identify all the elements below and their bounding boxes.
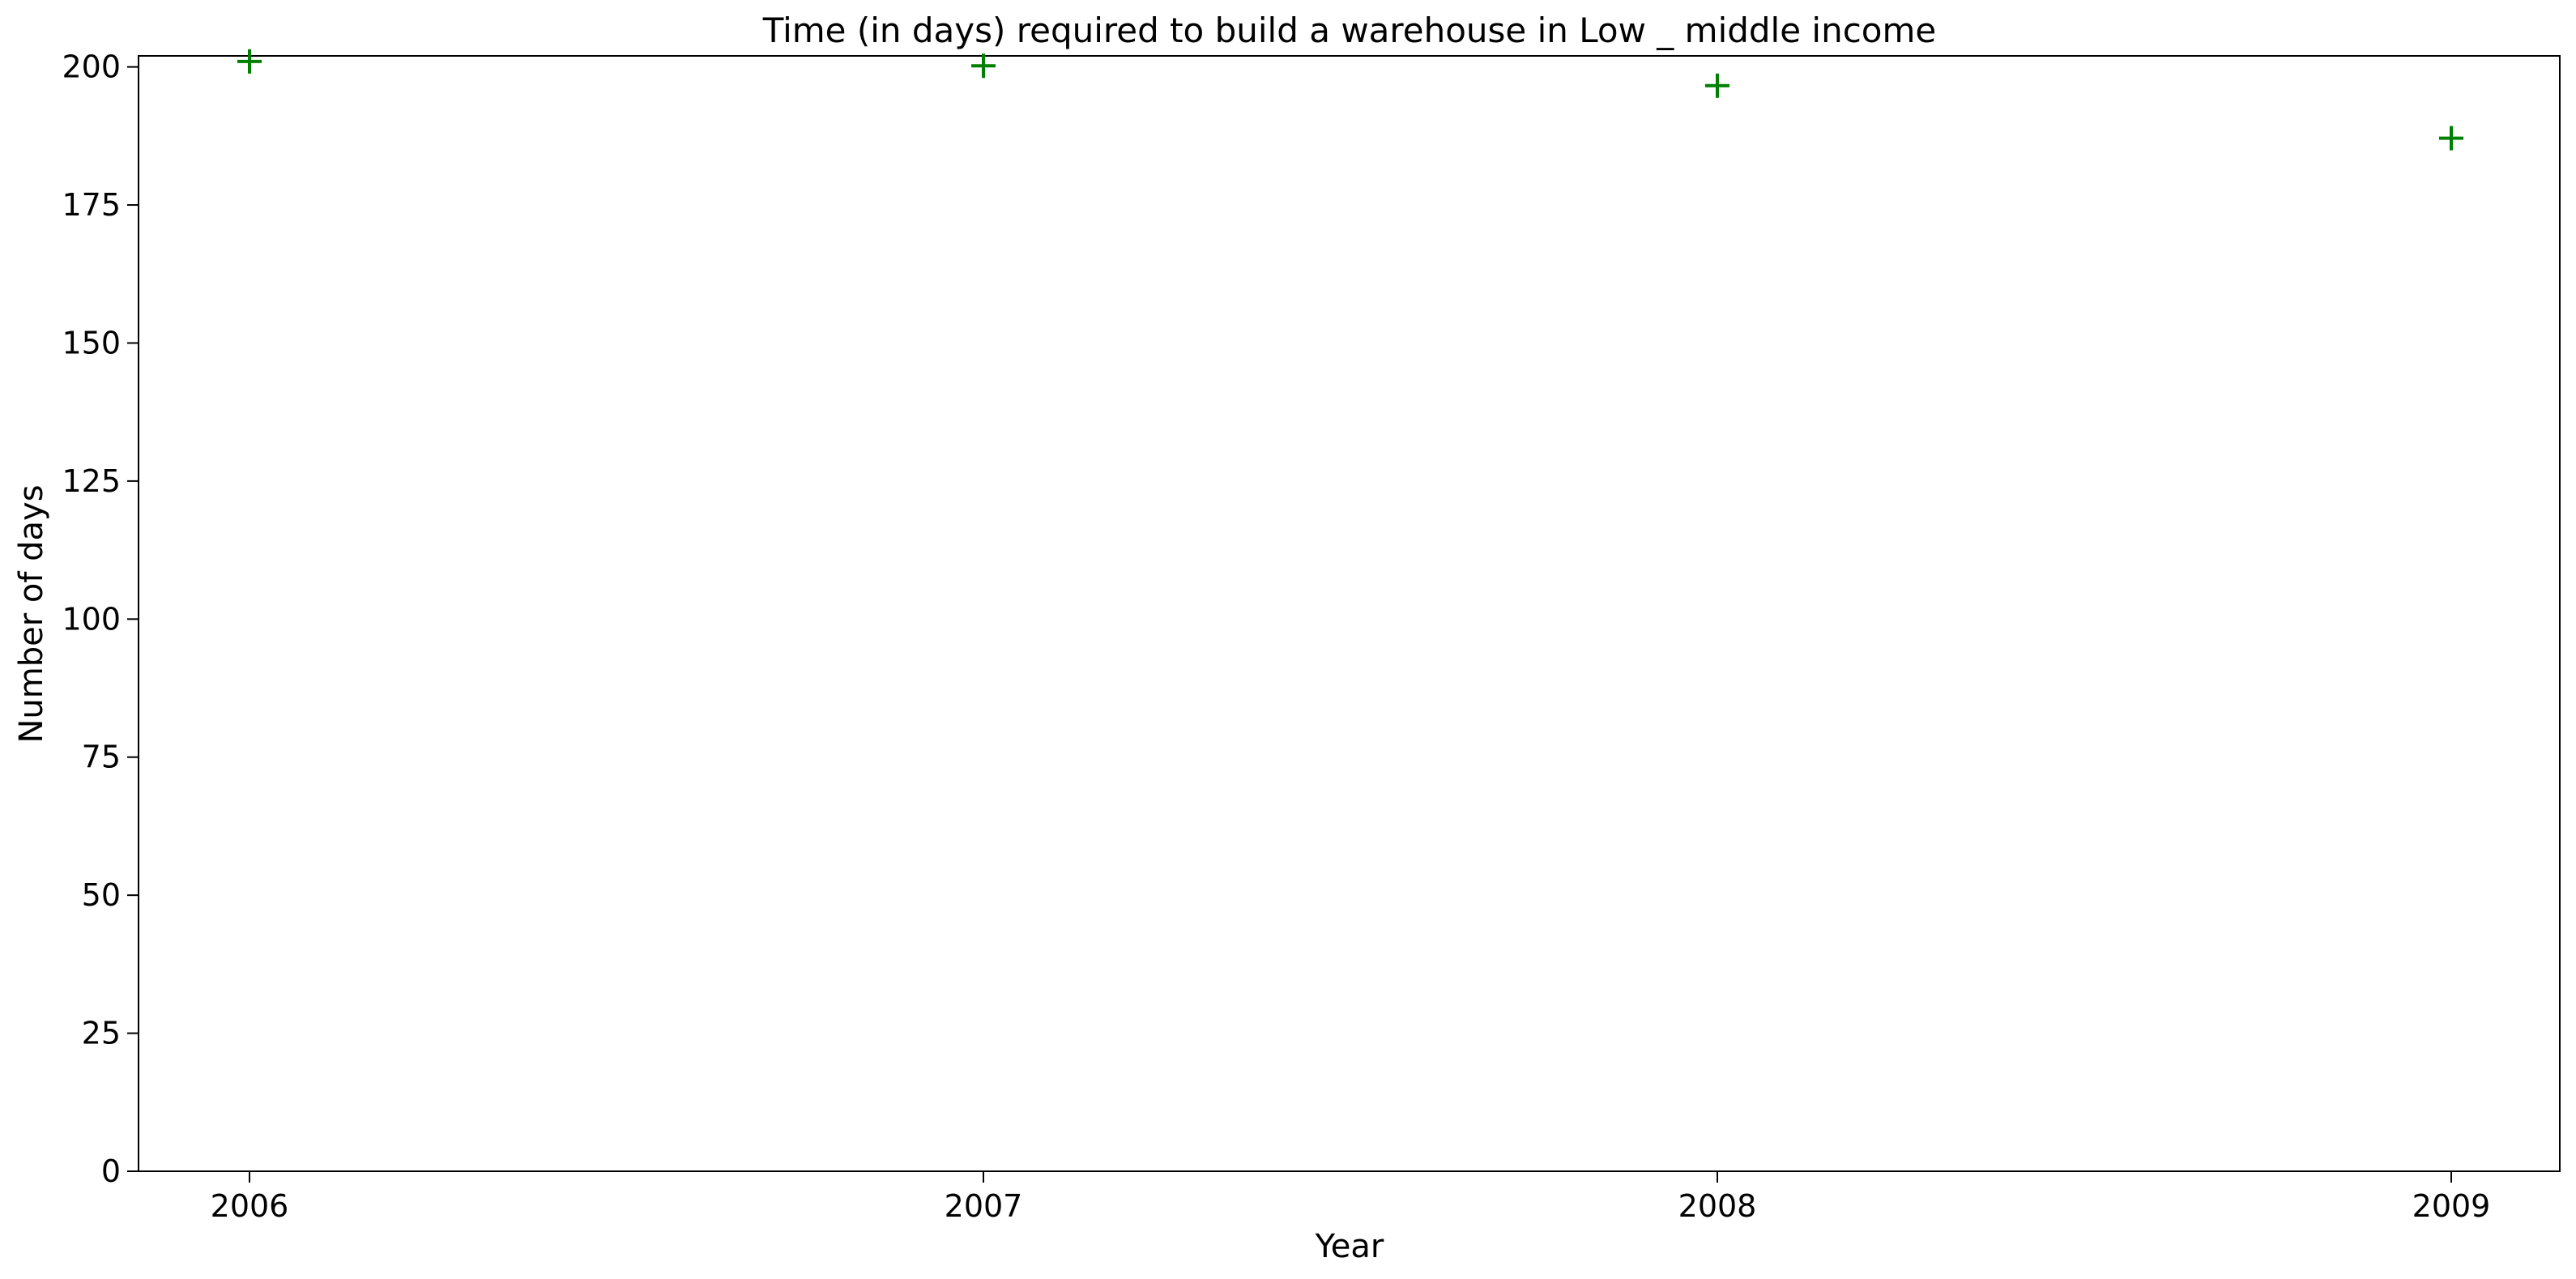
x-tick-label: 2008 [1678,1188,1757,1224]
data-point [2439,126,2463,151]
data-point [1705,73,1729,98]
x-tick-label: 2009 [2412,1188,2491,1224]
series-marks [237,49,2463,151]
y-tick-label: 175 [62,187,121,223]
data-point [237,49,262,74]
y-axis: 0 25 50 75 100 125 150 175 200 [62,49,139,1189]
x-axis-title: Year [1315,1228,1384,1265]
chart-title: Time (in days) required to build a wareh… [762,11,1937,50]
y-tick-label: 50 [82,877,121,913]
plot-frame [138,55,2561,1172]
x-tick-label: 2006 [211,1188,289,1224]
data-point [971,53,996,79]
y-axis-title: Number of days [13,484,50,743]
y-tick-label: 25 [82,1016,121,1051]
x-tick-label: 2007 [945,1188,1023,1224]
y-tick-label: 150 [62,325,121,360]
y-tick-label: 100 [62,601,121,637]
y-tick-label: 125 [62,463,121,499]
y-tick-label: 200 [62,49,121,85]
x-axis: 2006 2007 2008 2009 [211,1171,2491,1224]
y-tick-label: 0 [101,1153,121,1189]
y-tick-label: 75 [82,740,121,775]
